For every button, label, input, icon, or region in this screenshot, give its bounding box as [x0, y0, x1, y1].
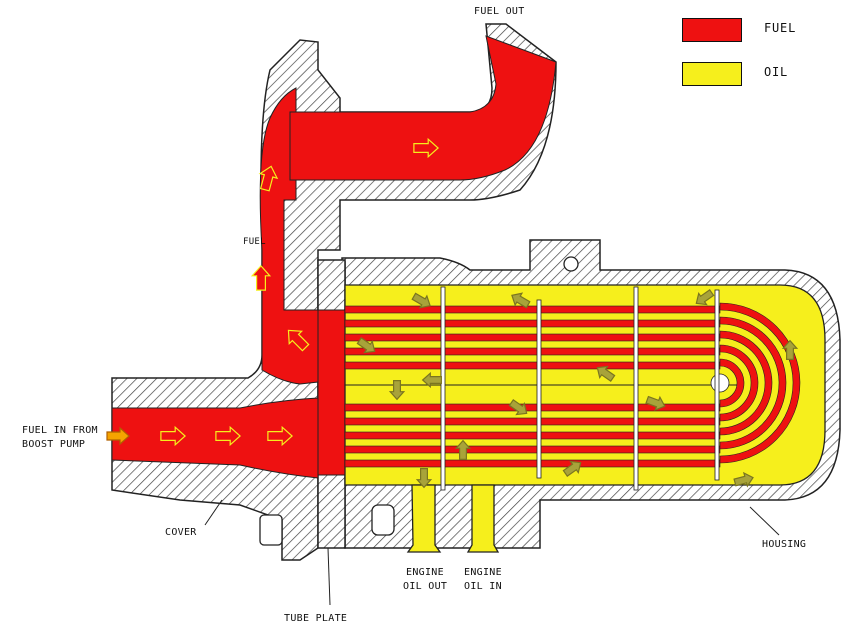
- u-bend-core: [710, 373, 730, 393]
- fuel-flow-arrow: [287, 329, 310, 352]
- tube-u-bends: [710, 302, 801, 464]
- fuel-inlet-arrow: [106, 426, 130, 446]
- baffle-plate: [714, 289, 720, 481]
- tube-strip: [345, 417, 721, 426]
- baffle-plate: [633, 286, 639, 491]
- fuel-flow-arrow: [258, 165, 279, 192]
- u-bend-tube: [719, 330, 773, 436]
- u-bend-tube: [719, 316, 787, 450]
- engine-oil-in-port: [466, 484, 500, 553]
- oil-flow-arrow: [415, 468, 433, 489]
- tube-strip: [345, 403, 721, 412]
- fuel-out-label: FUEL OUT: [474, 6, 525, 17]
- tube-strip: [345, 333, 721, 342]
- tube-strip: [345, 431, 721, 440]
- engine-oil-out-label-line1: ENGINE: [406, 567, 444, 578]
- flow-arrows: [106, 137, 799, 489]
- oil-flow-arrow: [645, 395, 666, 412]
- baffle-plate: [440, 286, 446, 491]
- oil-flow-arrow: [356, 337, 376, 354]
- oil-flow-arrow: [695, 289, 715, 306]
- oil-flow-arrow: [411, 292, 431, 309]
- tube-strip: [345, 459, 721, 468]
- oil-flow-arrow: [596, 365, 616, 382]
- oil-flow-arrow: [454, 439, 472, 460]
- oil-flow-arrow: [562, 460, 582, 477]
- cover-bolts: [259, 504, 395, 546]
- fuel-flow-arrow: [160, 425, 187, 447]
- engine-oil-out-port: [406, 484, 442, 553]
- engine-oil-out-label-line2: OIL OUT: [403, 581, 448, 592]
- leader-lines: [204, 499, 780, 606]
- fuel-passage-label: FUEL: [243, 237, 266, 247]
- tube-strip: [345, 445, 721, 454]
- fuel-flow-arrow: [215, 425, 242, 447]
- tube-strip: [345, 319, 721, 328]
- fuel-flow-arrow: [413, 137, 440, 159]
- oil-flow-arrow: [508, 399, 528, 416]
- fuel-flow-arrow: [267, 425, 294, 447]
- tube-strip: [345, 305, 721, 314]
- fuel-in-label-line1: FUEL IN FROM: [22, 425, 98, 436]
- oil-flow-arrow: [388, 380, 406, 401]
- cover-label: COVER: [165, 527, 197, 538]
- u-bend-tube: [719, 344, 759, 422]
- tube-strip: [345, 347, 721, 356]
- legend-fuel-label: FUEL: [764, 21, 797, 35]
- engine-oil-in-label-line1: ENGINE: [464, 567, 502, 578]
- tube-plate-label: TUBE PLATE: [284, 613, 348, 624]
- fuel-passage: [111, 35, 557, 479]
- u-bend-tube: [719, 358, 745, 408]
- oil-flow-arrow: [781, 339, 799, 360]
- legend-oil-swatch: [682, 62, 742, 86]
- tube-bundle: [345, 305, 740, 468]
- baffle-plate: [536, 299, 542, 479]
- legend-fuel-swatch: [682, 18, 742, 42]
- oil-flow-arrow: [421, 371, 442, 389]
- baffles: [440, 286, 720, 491]
- oil-flow-arrow: [511, 292, 531, 309]
- fuel-in-label-line2: BOOST PUMP: [22, 439, 86, 450]
- engine-oil-in-label-line2: OIL IN: [464, 581, 502, 592]
- housing-label: HOUSING: [762, 539, 807, 550]
- fuel-flow-arrow: [250, 264, 272, 291]
- oil-flow-arrow: [733, 471, 754, 488]
- legend-oil-label: OIL: [764, 65, 789, 79]
- tube-strip: [345, 361, 721, 370]
